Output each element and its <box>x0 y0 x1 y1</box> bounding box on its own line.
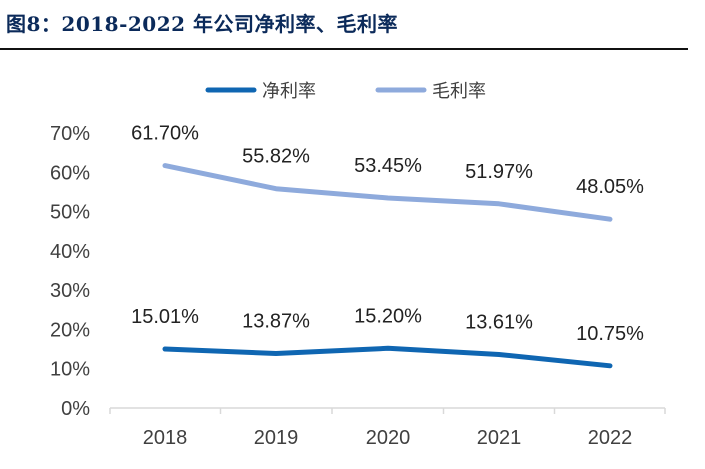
data-label: 61.70% <box>131 123 199 145</box>
series-layer <box>162 163 613 369</box>
data-label: 53.45% <box>354 155 422 177</box>
y-tick-label: 40% <box>50 241 90 263</box>
x-tick-label: 2019 <box>254 427 299 449</box>
data-label: 15.01% <box>131 306 199 328</box>
data-label: 51.97% <box>465 161 533 183</box>
chart-title: 图8：2018-2022 年公司净利率、毛利率 <box>6 12 399 36</box>
y-axis: 0% 10% 20% 30% 40% 50% 60% 70% <box>50 123 90 420</box>
legend-label: 净利率 <box>262 81 316 102</box>
title-divider <box>0 48 688 50</box>
data-label: 15.20% <box>354 305 422 327</box>
data-label: 13.61% <box>465 312 533 334</box>
data-label: 55.82% <box>242 146 310 168</box>
y-tick-label: 50% <box>50 202 90 224</box>
y-tick-label: 20% <box>50 319 90 341</box>
y-tick-label: 10% <box>50 359 90 381</box>
data-label-layer: 15.01% 13.87% 15.20% 13.61% 10.75% 61.70% 55.8… <box>131 123 644 345</box>
y-tick-label: 70% <box>50 123 90 145</box>
y-tick-label: 30% <box>50 280 90 302</box>
x-axis: 2018 2019 2020 2021 2022 <box>109 407 666 449</box>
data-label: 48.05% <box>576 176 644 198</box>
chart-legend: 净利率 毛利率 <box>205 81 486 102</box>
data-label: 13.87% <box>242 311 310 333</box>
series-line-1 <box>162 345 613 369</box>
legend-label: 毛利率 <box>432 81 486 102</box>
x-tick-label: 2022 <box>588 427 633 449</box>
x-tick-label: 2020 <box>366 427 411 449</box>
y-tick-label: 0% <box>61 398 90 420</box>
series-line-2 <box>162 163 613 222</box>
data-label: 10.75% <box>576 323 644 345</box>
x-tick-label: 2018 <box>143 427 188 449</box>
x-tick-label: 2021 <box>477 427 522 449</box>
y-tick-label: 60% <box>50 162 90 184</box>
